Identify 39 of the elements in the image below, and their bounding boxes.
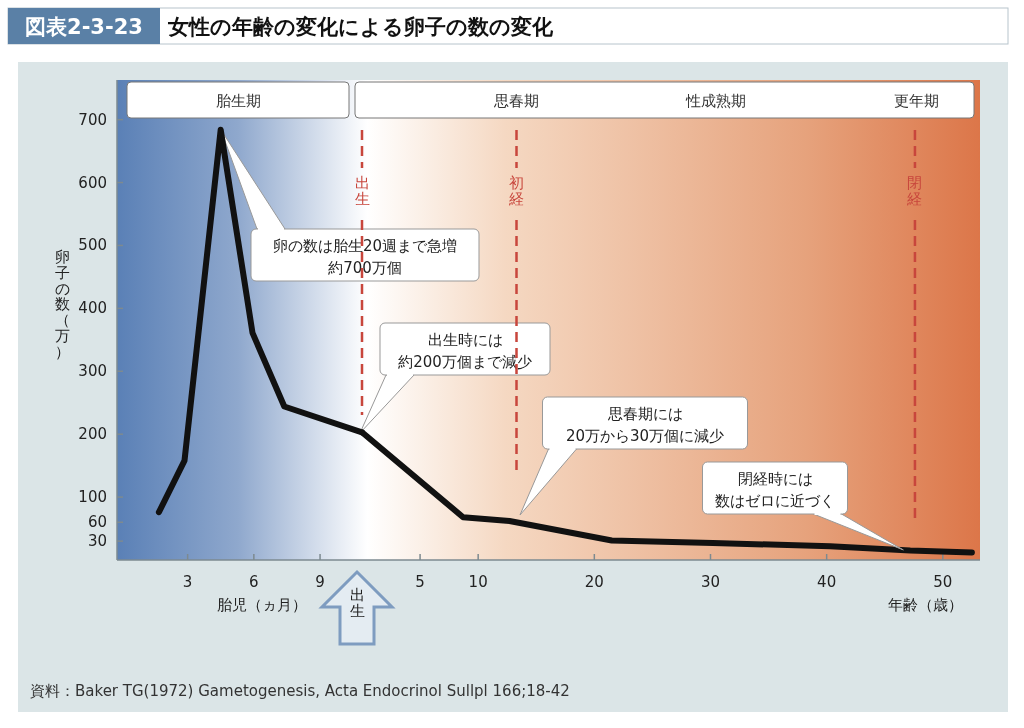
- x-tick-label: 10: [468, 573, 488, 591]
- x-tick-label: 40: [817, 573, 837, 591]
- callout: 閉経時には数はゼロに近づく: [702, 461, 904, 551]
- ref-line: 閉経: [907, 130, 923, 522]
- annotation: 思春期: [492, 92, 539, 110]
- y-tick-label: 600: [78, 173, 107, 192]
- x-axis-title: 胎児（ヵ月）: [217, 596, 307, 614]
- x-axis-title: 年齢（歳）: [887, 596, 963, 614]
- x-tick-label: 3: [182, 573, 193, 591]
- annotation: 思春期には20万から30万個に減少: [565, 405, 725, 445]
- ref-line-label: 出生: [354, 174, 370, 208]
- x-tick-label: 50: [933, 573, 953, 591]
- annotation: 性成熟期: [685, 92, 746, 110]
- annotation: 出生時には約200万個まで減少: [398, 331, 532, 371]
- y-tick-label: 500: [78, 236, 107, 255]
- ref-line-label: 初経: [508, 174, 524, 208]
- x-tick-label: 20: [584, 573, 604, 591]
- x-tick-label: 5: [415, 573, 425, 591]
- callout: 出生時には約200万個まで減少: [359, 322, 551, 434]
- y-tick-label: 400: [78, 299, 107, 318]
- y-tick-label: 700: [78, 110, 107, 129]
- annotation: 閉経時には数はゼロに近づく: [715, 470, 835, 510]
- y-axis-title: 卵子の数（万）: [54, 248, 70, 361]
- y-tick-label: 60: [87, 513, 107, 532]
- x-tick-label: 6: [249, 573, 259, 591]
- x-tick-label: 30: [700, 573, 721, 591]
- text: 出生: [349, 586, 365, 620]
- text: 資料：Baker TG(1972) Gametogenesis, Acta Endocrinol Sullpl 166;18-42: [30, 682, 570, 700]
- annotation: 更年期: [893, 92, 939, 110]
- annotation: 卵の数は胎生20週まで急増約700万個: [272, 237, 458, 277]
- ref-line-label: 閉経: [906, 174, 923, 208]
- x-tick-label: 9: [315, 573, 325, 591]
- y-tick-label: 100: [78, 488, 107, 507]
- chart-subtitle: 図表2-3-23: [25, 15, 143, 39]
- y-tick-label: 30: [87, 532, 107, 551]
- y-tick-label: 300: [78, 362, 107, 381]
- y-tick-label: 200: [78, 425, 107, 444]
- annotation: 胎生期: [215, 92, 261, 110]
- chart-title: 女性の年齢の変化による卵子の数の変化: [167, 15, 554, 39]
